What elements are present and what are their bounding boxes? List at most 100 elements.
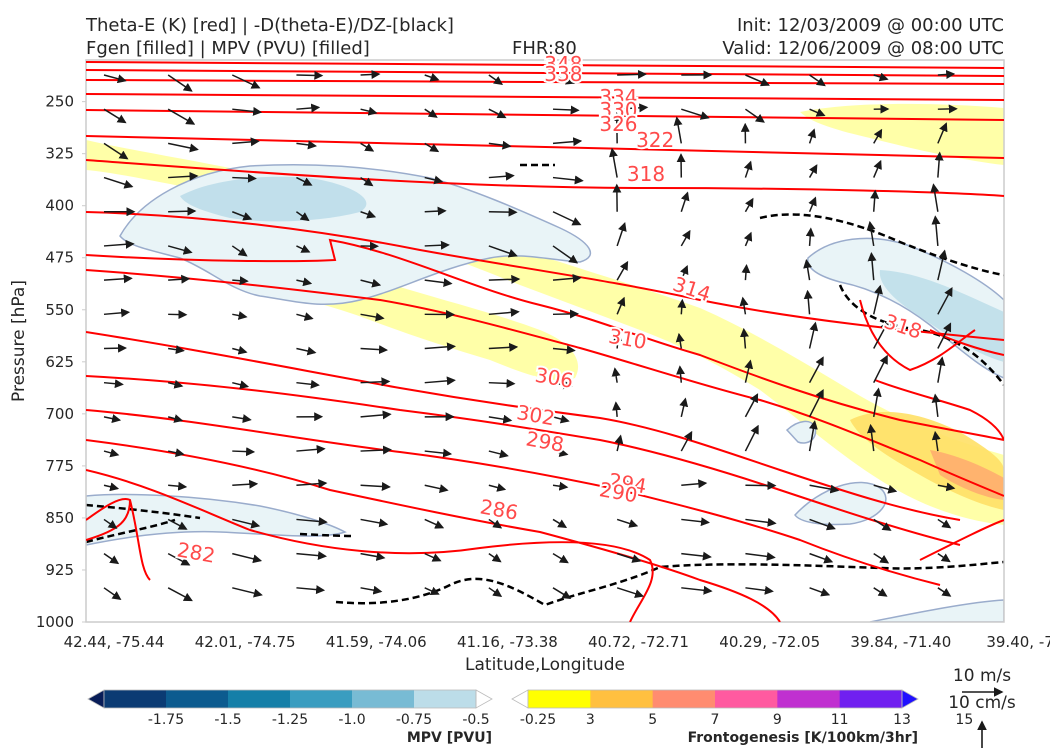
wind-arrow: [808, 388, 824, 418]
wind-arrow: [681, 585, 713, 595]
colorbar-swatch: [166, 690, 229, 708]
wind-arrow: [808, 321, 819, 349]
colorbar-tick-label: -0.5: [462, 712, 489, 728]
wind-arrow: [232, 479, 259, 489]
wind-arrow: [232, 211, 253, 221]
wind-arrow: [552, 309, 579, 319]
wind-arrow: [809, 484, 840, 494]
wind-arrow: [296, 70, 324, 80]
colorbar-tick-label: 15: [955, 712, 973, 728]
wind-arrow: [934, 151, 944, 178]
wind-arrow: [488, 414, 513, 424]
dthetae-dz-contours: [86, 163, 1004, 607]
wind-arrow: [360, 518, 389, 528]
chart-title-line2: Fgen [filled] | MPV (PVU) [filled]: [86, 38, 370, 59]
theta-e-contour-line: [86, 211, 1004, 341]
y-tick-label: 1000: [36, 613, 74, 631]
frontogenesis-colorbar: 3 5 7 9 11 13 15: [511, 689, 973, 728]
wind-arrow: [360, 278, 382, 288]
y-tick-label: 550: [45, 301, 74, 319]
theta-e-contour-line: [86, 69, 1004, 77]
wind-arrow: [937, 553, 951, 563]
wind-arrow: [937, 69, 956, 79]
wind-arrow: [295, 211, 310, 222]
wind-arrow: [552, 518, 568, 528]
wind-arrow: [931, 430, 941, 452]
wind-arrow: [360, 209, 377, 219]
colorbar-tick-label: -0.75: [396, 712, 432, 728]
colorbar-swatch: [715, 690, 778, 708]
wind-arrow: [937, 122, 948, 144]
wind-arrow: [680, 229, 691, 247]
colorbar-tick-label: -1.0: [338, 712, 365, 728]
wind-arrow: [424, 108, 438, 118]
x-tick-label: 41.59, -74.06: [326, 633, 427, 651]
colorbar-tick-label: 9: [773, 712, 782, 728]
wind-arrow: [743, 231, 753, 247]
theta-e-label: 298: [524, 426, 566, 456]
theta-e-contour-line: [86, 499, 131, 541]
wind-arrow: [873, 484, 898, 494]
wind-arrow: [103, 518, 118, 529]
wind-arrow: [232, 106, 263, 116]
wind-arrow: [103, 142, 129, 160]
wind-arrow: [424, 72, 440, 82]
wind-arrow: [614, 434, 624, 452]
wind-arrow: [552, 105, 580, 115]
wind-arrow: [360, 106, 378, 116]
vector-key-vertical-label: 10 cm/s: [948, 693, 1016, 713]
theta-e-label: 322: [636, 128, 674, 152]
theta-e-label: 302: [515, 400, 557, 430]
wind-arrow: [103, 553, 120, 565]
wind-arrow: [103, 587, 122, 600]
theta-e-contour-line: [86, 331, 961, 521]
dthetae-contour-left-low: [86, 503, 201, 544]
wind-arrow: [167, 552, 191, 566]
wind-arrow: [676, 365, 686, 383]
wind-arrow: [488, 553, 502, 563]
wind-arrow: [552, 481, 569, 491]
wind-arrow: [360, 176, 374, 187]
y-tick-label: 475: [45, 249, 74, 267]
wind-arrow: [231, 74, 261, 89]
wind-arrow: [680, 265, 689, 281]
dthetae-contour-right-2: [838, 284, 1004, 386]
wind-arrow: [867, 252, 877, 281]
chart-title-line1: Theta-E (K) [red] | -D(theta-E)/DZ-[blac…: [85, 15, 454, 36]
wind-arrow: [296, 346, 317, 356]
wind-arrow: [103, 343, 127, 353]
colorbar-left-cap: [511, 689, 529, 709]
wind-arrow: [167, 448, 185, 458]
wind-arrow: [739, 327, 749, 349]
theta-e-labels: 3483383343303263223183143103063022982942…: [173, 50, 927, 570]
y-tick-label: 625: [45, 353, 74, 371]
theta-e-contour-line: [86, 375, 961, 546]
wind-arrow: [809, 552, 834, 564]
wind-arrow: [552, 137, 583, 147]
wind-arrow: [808, 420, 818, 452]
theta-e-contour-line: [86, 109, 1004, 121]
colorbar-swatch: [528, 690, 591, 708]
wind-arrow: [232, 173, 257, 183]
y-tick-label: 400: [45, 197, 74, 215]
dthetae-contour-bottom: [335, 560, 1004, 607]
wind-arrow: [745, 74, 770, 87]
wind-arrow: [616, 518, 639, 528]
wind-arrow: [168, 345, 185, 355]
y-tick-label: 325: [45, 145, 74, 163]
wind-arrow: [741, 264, 751, 281]
wind-arrow: [360, 585, 383, 595]
x-tick-label: 42.44, -75.44: [64, 633, 165, 651]
plot-frame: [85, 59, 1005, 623]
wind-arrow: [937, 249, 948, 281]
wind-arrow: [424, 342, 456, 352]
wind-arrow: [931, 215, 941, 247]
wind-arrow: [552, 345, 576, 355]
mpv-colorbar-label: MPV [PVU]: [407, 730, 492, 746]
theta-e-contour-line: [86, 269, 1004, 497]
wind-arrow: [296, 277, 313, 287]
wind-arrow: [930, 183, 940, 212]
wind-arrow: [232, 345, 248, 355]
wind-arrow: [360, 552, 386, 561]
wind-arrow: [424, 448, 453, 458]
